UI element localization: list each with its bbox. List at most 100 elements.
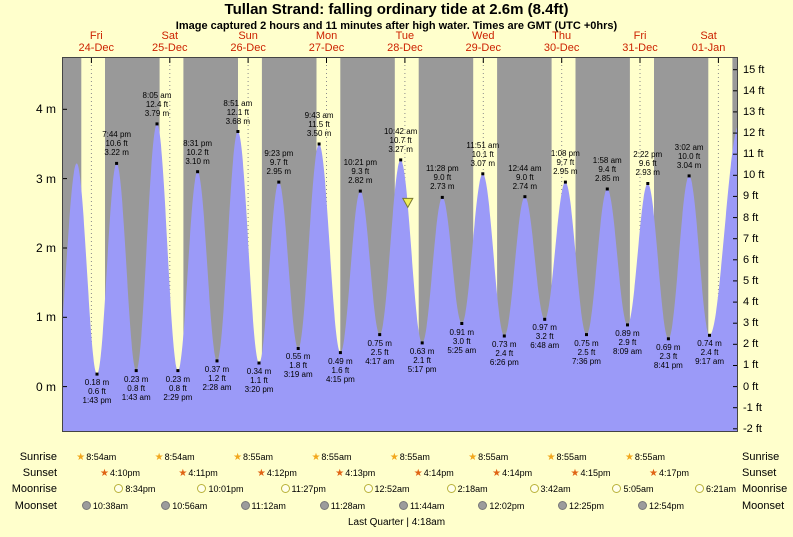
day-label: Thu 30-Dec	[543, 30, 580, 54]
astro-event-time: 12:02pm	[489, 501, 525, 511]
moonrise-icon	[529, 484, 539, 493]
moonset-icon	[319, 501, 329, 510]
astro-event-time: 11:28am	[330, 501, 366, 511]
tide-chart-plot	[62, 57, 738, 433]
low-tide-annotation: 0.18 m 0.6 ft 1:43 pm	[82, 378, 112, 406]
moonrise-label-right: Moonrise	[742, 483, 788, 495]
low-tide-annotation: 0.75 m 2.5 ft 7:36 pm	[572, 338, 601, 366]
low-tide-annotation: 0.49 m 1.6 ft 4:15 pm	[325, 356, 355, 384]
astro-event-time: 12:54pm	[648, 501, 684, 511]
high-tide-annotation: 1:08 pm 9.7 ft 2.95 m	[550, 149, 580, 177]
astro-event: ★8:54am	[155, 451, 195, 464]
y-axis-label-ft: 4 ft	[743, 296, 759, 309]
astro-event-time: 10:38am	[92, 501, 128, 511]
day-label: Tue 28-Dec	[387, 30, 423, 54]
day-label: Mon 27-Dec	[308, 30, 345, 54]
day-label: Fri 31-Dec	[622, 30, 658, 54]
low-tide-annotation: 0.37 m 1.2 ft 2:28 am	[202, 364, 232, 392]
astro-event: 10:01pm	[197, 483, 244, 496]
y-axis-label-ft: 0 ft	[743, 380, 759, 393]
low-tide-annotation: 0.23 m 0.8 ft 1:43 am	[121, 374, 151, 402]
moonrise-icon	[280, 484, 290, 493]
astro-event: 11:44am	[399, 500, 444, 513]
sunset-star-icon: ★	[99, 468, 109, 479]
low-tide-annotation: 0.75 m 2.5 ft 4:17 am	[365, 338, 395, 366]
y-axis-label-ft: 13 ft	[743, 105, 765, 118]
sunset-label-left: Sunset	[22, 467, 57, 479]
astro-event: ★4:13pm	[335, 467, 375, 480]
sunrise-star-icon: ★	[154, 452, 164, 463]
y-axis-label-ft: 14 ft	[743, 84, 765, 97]
high-tide-annotation: 10:42 am 10.7 ft 3.27 m	[383, 126, 418, 154]
moonset-icon	[637, 501, 647, 510]
astro-event-time: 8:55am	[243, 452, 274, 462]
high-tide-annotation: 7:44 pm 10.6 ft 3.22 m	[102, 130, 132, 158]
y-axis-label-ft: 2 ft	[743, 338, 759, 351]
astro-event-time: 8:55am	[634, 452, 665, 462]
high-tide-annotation: 8:51 am 12.1 ft 3.68 m	[223, 98, 253, 126]
y-axis-label-ft: -1 ft	[743, 401, 762, 414]
astro-event-time: 11:27pm	[291, 484, 326, 494]
moonset-icon	[81, 501, 91, 510]
y-axis-label-m: 0 m	[35, 379, 56, 394]
high-tide-annotation: 9:43 am 11.5 ft 3.50 m	[304, 110, 334, 138]
moonset-icon	[240, 501, 250, 510]
astro-event: 10:38am	[81, 500, 128, 513]
y-axis-label-ft: 9 ft	[743, 190, 759, 203]
moonset-label-left: Moonset	[14, 500, 57, 512]
astro-event: ★8:55am	[547, 451, 587, 464]
sunrise-star-icon: ★	[546, 452, 556, 463]
moonset-icon	[558, 501, 567, 510]
high-tide-annotation: 12:44 am 9.0 ft 2.74 m	[508, 163, 542, 191]
astro-event-time: 8:34pm	[125, 484, 156, 494]
sunset-star-icon: ★	[178, 468, 188, 479]
moonrise-icon	[694, 484, 704, 493]
astro-event-time: 4:15pm	[580, 468, 611, 478]
low-tide-annotation: 0.89 m 2.9 ft 8:09 am	[613, 328, 642, 356]
day-label: Sun 26-Dec	[230, 30, 266, 54]
astro-event-time: 6:21am	[705, 484, 736, 494]
y-axis-label-ft: 1 ft	[743, 359, 759, 372]
astro-event-time: 12:25pm	[569, 501, 605, 511]
high-tide-annotation: 10:21 pm 9.3 ft 2.82 m	[343, 158, 377, 186]
day-label: Sat 25-Dec	[152, 30, 188, 54]
day-label: Fri 24-Dec	[78, 30, 115, 54]
astro-event-time: 8:55am	[556, 452, 587, 462]
moon-phase-footer: Last Quarter | 4:18am	[347, 517, 446, 528]
astro-event-time: 12:52am	[374, 484, 410, 494]
astro-event: 12:02pm	[478, 500, 524, 513]
astro-event-time: 10:01pm	[208, 484, 244, 494]
sunrise-star-icon: ★	[76, 452, 86, 463]
astro-event-time: 10:56am	[172, 501, 208, 511]
astro-event: 11:27pm	[280, 483, 326, 496]
high-tide-annotation: 3:02 am 10.0 ft 3.04 m	[674, 142, 704, 170]
page-subtitle: Image captured 2 hours and 11 minutes af…	[175, 20, 618, 32]
astro-event: ★8:55am	[625, 451, 665, 464]
high-tide-annotation: 1:58 am 9.4 ft 2.85 m	[592, 156, 622, 184]
moonset-label-right: Moonset	[742, 500, 785, 512]
sunrise-star-icon: ★	[233, 452, 243, 463]
high-tide-annotation: 9:23 pm 9.7 ft 2.95 m	[264, 149, 294, 177]
moonrise-icon	[446, 484, 456, 493]
astro-event: 12:52am	[363, 483, 410, 496]
astro-event-time: 8:55am	[478, 452, 509, 462]
moonrise-label-left: Moonrise	[11, 483, 57, 495]
sunrise-star-icon: ★	[624, 452, 634, 463]
moonrise-icon	[114, 484, 124, 493]
sunset-label-right: Sunset	[742, 467, 777, 479]
low-tide-annotation: 0.63 m 2.1 ft 5:17 pm	[407, 346, 437, 374]
astro-event: ★4:14pm	[414, 467, 454, 480]
sunrise-label-right: Sunrise	[742, 451, 780, 463]
astro-event: ★4:14pm	[492, 467, 532, 480]
sunrise-star-icon: ★	[389, 452, 399, 463]
y-axis-label-ft: 12 ft	[743, 127, 765, 140]
astro-event: 5:05am	[612, 483, 653, 496]
y-axis-label-ft: 8 ft	[743, 211, 759, 224]
sunset-star-icon: ★	[256, 468, 266, 479]
high-tide-annotation: 8:05 am 12.4 ft 3.79 m	[142, 90, 172, 118]
sunset-star-icon: ★	[492, 468, 502, 479]
y-axis-label-ft: 6 ft	[743, 253, 759, 266]
astro-event-time: 4:11pm	[188, 468, 218, 478]
astro-event: 12:25pm	[558, 500, 604, 513]
astro-event: ★4:12pm	[257, 467, 297, 480]
